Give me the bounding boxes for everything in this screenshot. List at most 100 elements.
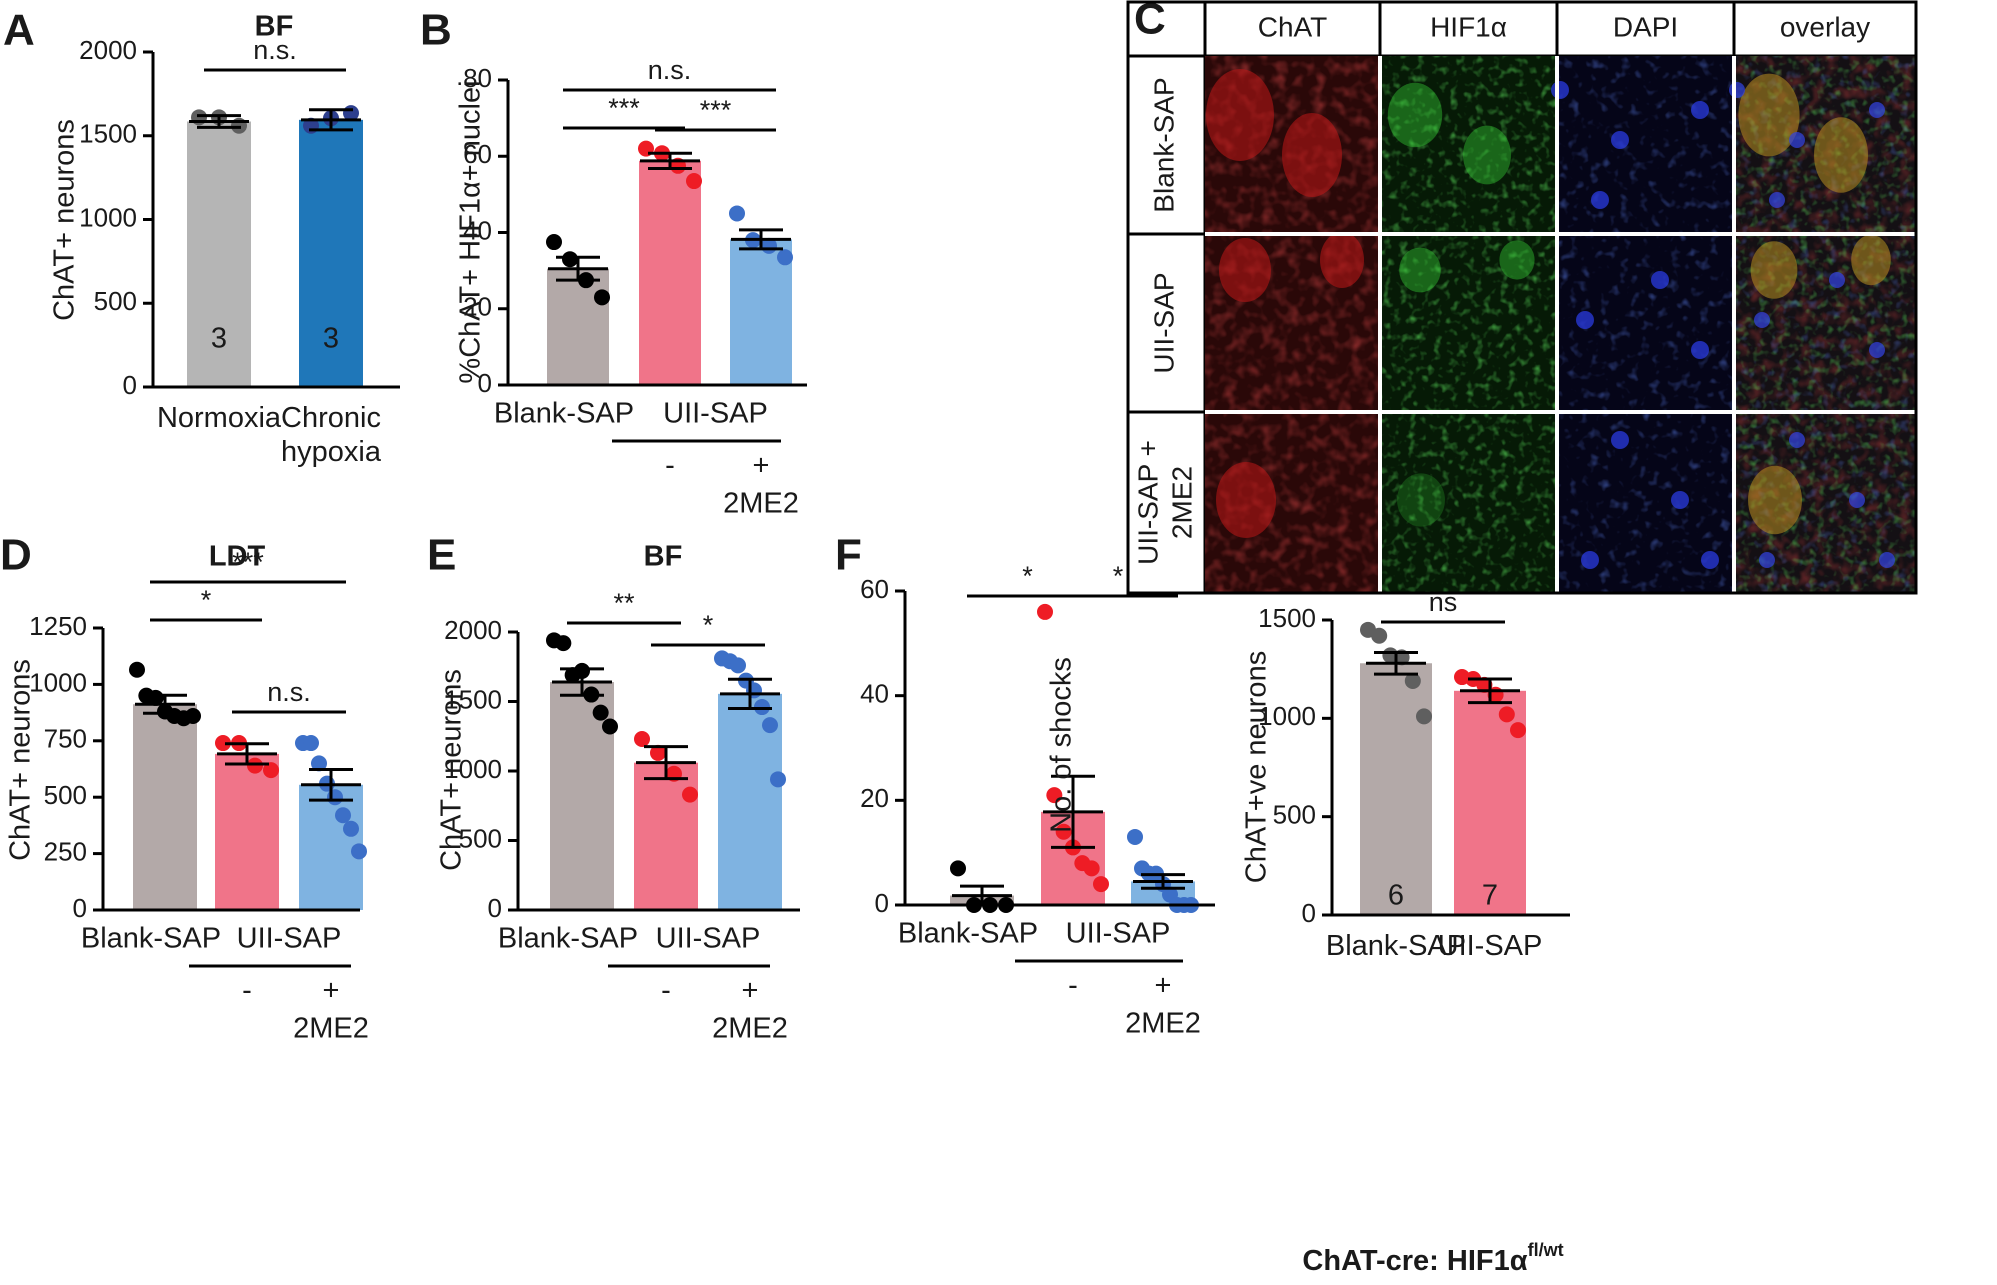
genotype-superscript: fl/wt bbox=[1528, 1240, 1564, 1260]
y-tick-label: 20 bbox=[463, 292, 492, 322]
row-header-2: UII-SAP +2ME2 bbox=[1133, 440, 1198, 565]
y-tick-label: 500 bbox=[459, 823, 502, 853]
y-tick-label: 0 bbox=[1302, 898, 1316, 928]
overlay-cell bbox=[1851, 234, 1891, 286]
treatment-plus: + bbox=[323, 975, 340, 1007]
nucleus bbox=[1581, 551, 1599, 569]
group-label: UII-SAP bbox=[656, 923, 761, 955]
row-header-line: UII-SAP + bbox=[1133, 440, 1164, 565]
data-point bbox=[594, 289, 610, 306]
overlay-nucleus bbox=[1759, 552, 1775, 568]
nucleus bbox=[1671, 491, 1689, 509]
category-label-line: Blank-SAP bbox=[1326, 930, 1466, 962]
y-tick-label: 40 bbox=[860, 679, 889, 709]
data-point bbox=[311, 755, 327, 772]
significance-label: *** bbox=[232, 547, 264, 577]
category-label-line: UII-SAP bbox=[1438, 930, 1543, 962]
bar bbox=[547, 268, 609, 385]
n-label: 3 bbox=[211, 323, 227, 355]
significance-label: *** bbox=[608, 93, 640, 123]
chat-cell bbox=[1206, 69, 1274, 161]
data-point bbox=[129, 661, 145, 678]
overlay-nucleus bbox=[1789, 132, 1805, 148]
data-point bbox=[263, 762, 279, 779]
panel-letter: C bbox=[1134, 0, 1166, 44]
treatment-minus: - bbox=[242, 975, 252, 1007]
column-header-cell bbox=[1732, 0, 1918, 58]
y-tick-label: 40 bbox=[463, 215, 492, 245]
nucleus bbox=[1701, 551, 1719, 569]
y-axis-label: No. of shocks bbox=[1046, 657, 1078, 833]
panel-letter: A bbox=[3, 6, 35, 55]
data-point bbox=[351, 843, 367, 860]
significance-label: *** bbox=[700, 95, 732, 125]
micrograph-texture bbox=[1380, 412, 1557, 593]
panel-letter: F bbox=[835, 531, 862, 580]
category-label: Blank-SAP bbox=[498, 923, 638, 955]
data-point bbox=[950, 860, 966, 877]
category-label-line: Chronic bbox=[281, 402, 381, 434]
y-axis-label: ChAT+ neurons bbox=[436, 669, 468, 871]
overlay-nucleus bbox=[1789, 432, 1805, 448]
data-point bbox=[247, 757, 263, 774]
data-point bbox=[1037, 603, 1053, 620]
column-header-1: HIF1α bbox=[1430, 11, 1507, 42]
y-tick-label: 0 bbox=[123, 370, 137, 400]
row-header-cell bbox=[1126, 410, 1207, 595]
y-tick-label: 2000 bbox=[79, 35, 137, 65]
overlay-nucleus bbox=[1879, 552, 1895, 568]
bar bbox=[299, 119, 363, 388]
data-point bbox=[770, 771, 786, 788]
panel-letter: D bbox=[0, 531, 32, 580]
column-header-0: ChAT bbox=[1258, 11, 1328, 42]
y-tick-label: 500 bbox=[94, 286, 137, 316]
category-label: Blank-SAP bbox=[494, 398, 634, 430]
chat-cell bbox=[1320, 232, 1364, 288]
data-point bbox=[555, 635, 572, 652]
nucleus bbox=[1551, 81, 1569, 99]
category-label: UII-SAP bbox=[1438, 930, 1543, 962]
panel-title: BF bbox=[644, 541, 683, 573]
n-label: 6 bbox=[1388, 880, 1404, 912]
y-tick-label: 80 bbox=[463, 63, 492, 93]
nucleus bbox=[1611, 131, 1629, 149]
category-label: Blank-SAP bbox=[81, 923, 221, 955]
chat-cell bbox=[1219, 238, 1271, 302]
y-tick-label: 0 bbox=[488, 893, 502, 923]
chart-g: GBF050010001500ChAT+ve neurons67nsBlank-… bbox=[1241, 531, 1570, 1277]
y-tick-label: 1500 bbox=[1258, 603, 1316, 633]
bar bbox=[187, 121, 251, 387]
y-tick-label: 1250 bbox=[29, 611, 87, 641]
overlay-nucleus bbox=[1849, 492, 1865, 508]
chart-f: F 0 20 40 60 No. of shocks * * Blank-SAP UII-SAP -… bbox=[835, 531, 1215, 1040]
n-label: 3 bbox=[323, 323, 339, 355]
category-label: Chronic hypoxia bbox=[281, 402, 382, 468]
nucleus bbox=[1691, 341, 1709, 359]
category-label: Blank-SAP bbox=[1326, 930, 1466, 962]
data-point bbox=[1510, 722, 1526, 739]
bar bbox=[1360, 663, 1432, 915]
category-label: Blank-SAP bbox=[898, 918, 1038, 950]
panel-letter: B bbox=[420, 6, 452, 55]
y-tick-label: 1000 bbox=[1258, 701, 1316, 731]
overlay-nucleus bbox=[1729, 82, 1745, 98]
genotype-main: ChAT-cre: HIF1α bbox=[1302, 1245, 1527, 1277]
row-header-line: 2ME2 bbox=[1167, 466, 1198, 539]
data-point bbox=[1371, 627, 1388, 644]
treatment-minus: - bbox=[661, 975, 671, 1007]
data-point bbox=[546, 234, 562, 251]
data-point bbox=[682, 786, 698, 803]
y-tick-label: 20 bbox=[860, 783, 889, 813]
panel-title: LDT bbox=[209, 541, 266, 573]
significance-label: n.s. bbox=[648, 55, 692, 85]
column-header-3: overlay bbox=[1780, 11, 1870, 42]
y-axis-label: ChAT+ve neurons bbox=[1241, 651, 1273, 883]
group-label: UII-SAP bbox=[1066, 918, 1171, 950]
data-point bbox=[185, 707, 201, 724]
significance-label: n.s. bbox=[267, 677, 311, 707]
genotype-label: ChAT-cre: HIF1αfl/wt bbox=[1302, 1240, 1563, 1277]
data-point bbox=[1498, 706, 1515, 723]
